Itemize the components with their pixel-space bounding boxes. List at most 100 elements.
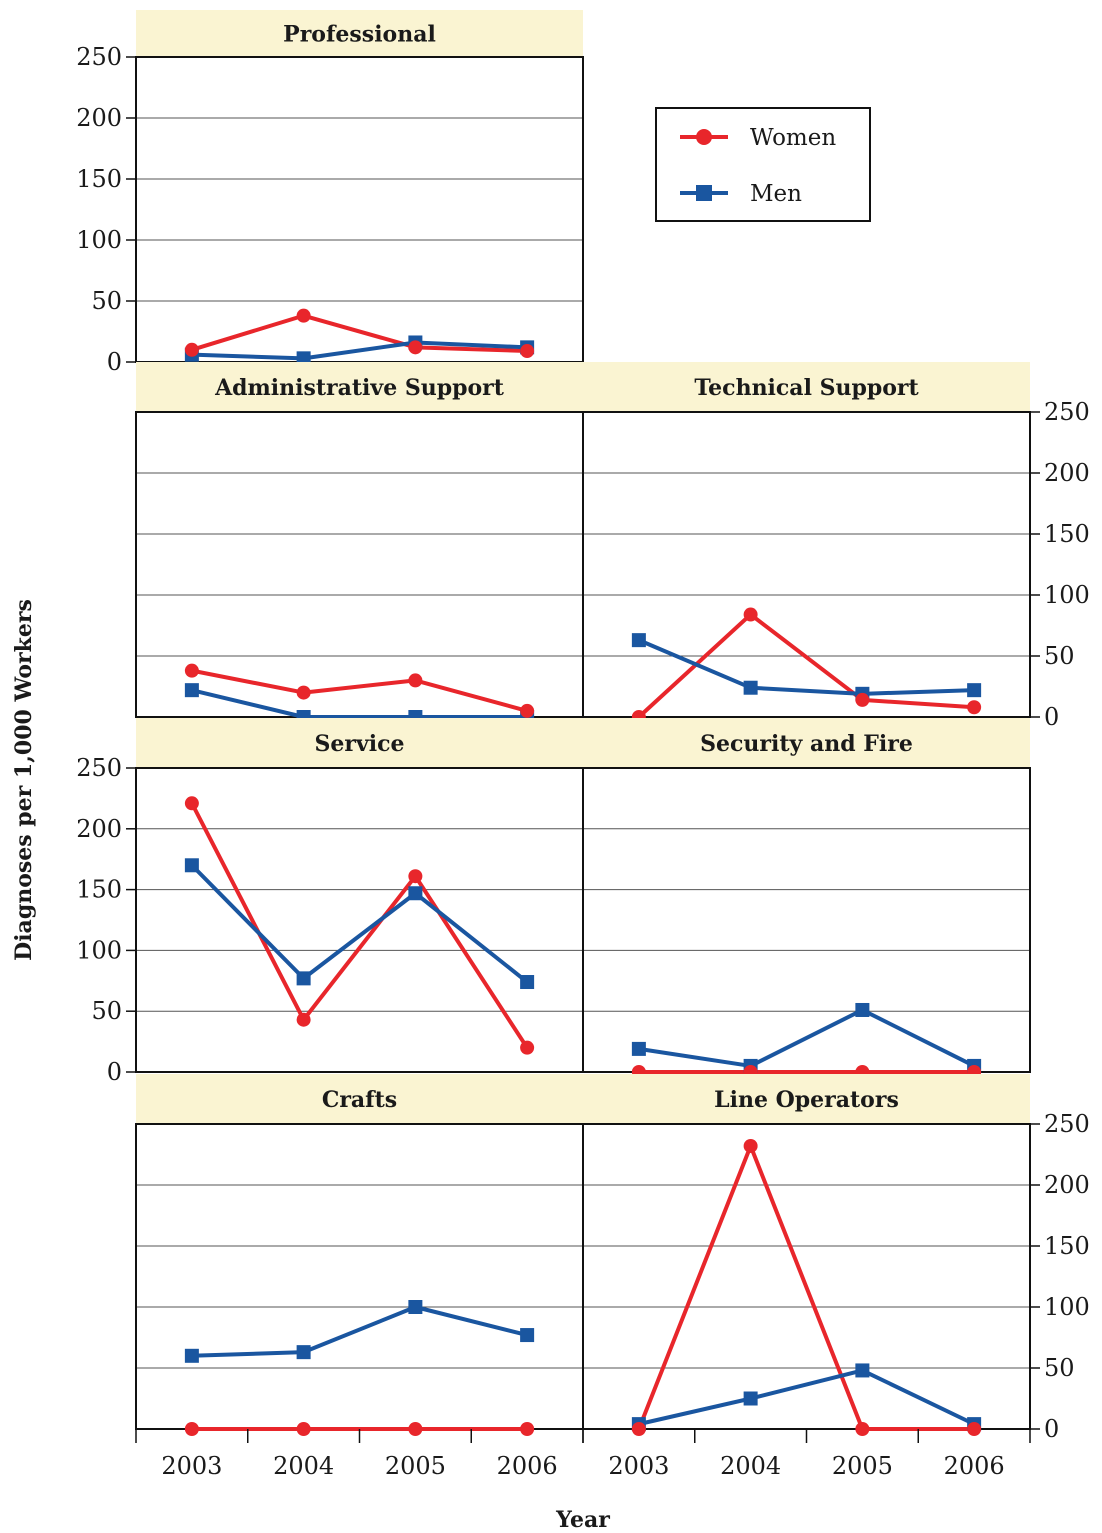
panel-title-band	[583, 362, 1030, 412]
legend-box	[655, 107, 871, 222]
panel-technical-support: Technical Support 0 50 100 150 200 250	[582, 362, 1090, 731]
y-tick-label: 100	[1044, 1293, 1090, 1321]
data-point-women	[296, 1422, 311, 1436]
y-tick-label: 200	[76, 104, 122, 132]
x-axis-label: Year	[555, 1507, 610, 1533]
data-point-women	[520, 1040, 535, 1055]
data-point-women	[631, 1422, 646, 1436]
x-tick-label: 2006	[944, 1452, 1005, 1480]
data-point-men	[743, 1391, 758, 1406]
data-point-men	[520, 1328, 535, 1343]
panel-title-band	[136, 1074, 583, 1124]
x-tick-label: 2003	[161, 1452, 222, 1480]
data-point-men	[520, 975, 535, 990]
legend-label-women: Women	[750, 125, 836, 151]
panel-frame	[135, 767, 584, 1073]
data-point-women	[184, 342, 199, 357]
panel-frame	[582, 411, 1031, 718]
data-point-men	[184, 858, 199, 873]
y-tick-label: 200	[76, 815, 122, 843]
data-point-men	[631, 633, 646, 648]
data-point-men	[184, 683, 199, 698]
panel-title: Line Operators	[714, 1087, 899, 1113]
data-point-men	[296, 971, 311, 986]
y-tick-label: 150	[76, 165, 122, 193]
legend: Women Men	[655, 107, 871, 222]
panel-professional: Professional 0 50 100 150 200 250	[76, 10, 584, 376]
x-tick-label: 2006	[497, 1452, 558, 1480]
series-line-women	[190, 802, 529, 1049]
series-line-women	[637, 612, 975, 719]
y-tick-label: 150	[1044, 520, 1090, 548]
panel-administrative-support: Administrative Support	[135, 362, 584, 724]
y-tick-label: 250	[76, 754, 122, 782]
data-point-women	[855, 1422, 870, 1436]
legend-label-men: Men	[750, 181, 802, 207]
data-point-men	[855, 1363, 870, 1378]
panel-frame	[135, 1123, 584, 1430]
data-point-men	[296, 1345, 311, 1360]
data-point-women	[743, 1138, 758, 1153]
x-tick-label: 2005	[832, 1452, 893, 1480]
y-tick-label: 200	[1044, 1171, 1090, 1199]
panel-title: Service	[314, 731, 404, 757]
y-tick-label: 250	[76, 43, 122, 71]
x-tick-label: 2004	[720, 1452, 781, 1480]
y-tick-label: 250	[1044, 398, 1090, 426]
data-point-men	[743, 680, 758, 695]
series-line-women	[191, 313, 528, 354]
panel-title: Technical Support	[694, 375, 919, 401]
y-tick-label: 50	[1044, 642, 1075, 670]
x-tick-label: 2005	[385, 1452, 446, 1480]
y-tick-label: 100	[76, 936, 122, 964]
series-line-men	[191, 340, 528, 361]
y-axis-label: Diagnoses per 1,000 Workers	[11, 599, 37, 961]
panel-security-and-fire: Security and Fire	[582, 718, 1031, 1079]
legend-marker-square	[696, 185, 712, 201]
data-point-women	[296, 308, 311, 323]
data-point-women	[743, 607, 758, 622]
series-line-men	[191, 1305, 528, 1358]
data-point-women	[520, 703, 535, 718]
panel-title-band	[136, 362, 583, 412]
series-line-men	[638, 638, 975, 696]
data-point-women	[184, 663, 199, 678]
y-tick-label: 100	[1044, 581, 1090, 609]
series-line-women	[191, 668, 528, 713]
y-tick-label: 150	[76, 876, 122, 904]
data-point-women	[967, 1422, 982, 1436]
data-point-women	[296, 1012, 311, 1027]
y-tick-label: 200	[1044, 459, 1090, 487]
series-line-men	[638, 1368, 975, 1427]
data-point-men	[408, 1300, 423, 1314]
series-line-women	[637, 1143, 975, 1431]
y-tick-label: 0	[1044, 703, 1059, 731]
panel-crafts: Crafts	[135, 1074, 584, 1436]
data-point-women	[855, 692, 870, 707]
y-tick-label: 150	[1044, 1232, 1090, 1260]
data-point-women	[296, 685, 311, 700]
panel-title: Security and Fire	[700, 731, 913, 757]
panel-title-band	[583, 1074, 1030, 1124]
panel-title-band	[136, 10, 583, 57]
data-point-women	[184, 796, 199, 811]
panel-title-band	[136, 718, 583, 768]
panel-title-band	[583, 718, 1030, 768]
data-point-women	[408, 673, 423, 688]
data-point-women	[520, 1422, 535, 1436]
data-point-men	[967, 683, 982, 698]
y-tick-label: 0	[107, 348, 122, 376]
data-point-women	[408, 1422, 423, 1436]
data-point-women	[408, 340, 423, 355]
panel-frame	[135, 56, 584, 363]
data-point-men	[296, 351, 311, 366]
y-tick-label: 50	[91, 997, 122, 1025]
y-tick-label: 0	[107, 1058, 122, 1086]
series-line-men	[190, 863, 529, 984]
panel-title: Crafts	[322, 1087, 397, 1113]
y-tick-label: 100	[76, 226, 122, 254]
panel-title: Administrative Support	[214, 375, 505, 401]
data-point-women	[967, 700, 982, 715]
y-tick-label: 50	[1044, 1354, 1075, 1382]
